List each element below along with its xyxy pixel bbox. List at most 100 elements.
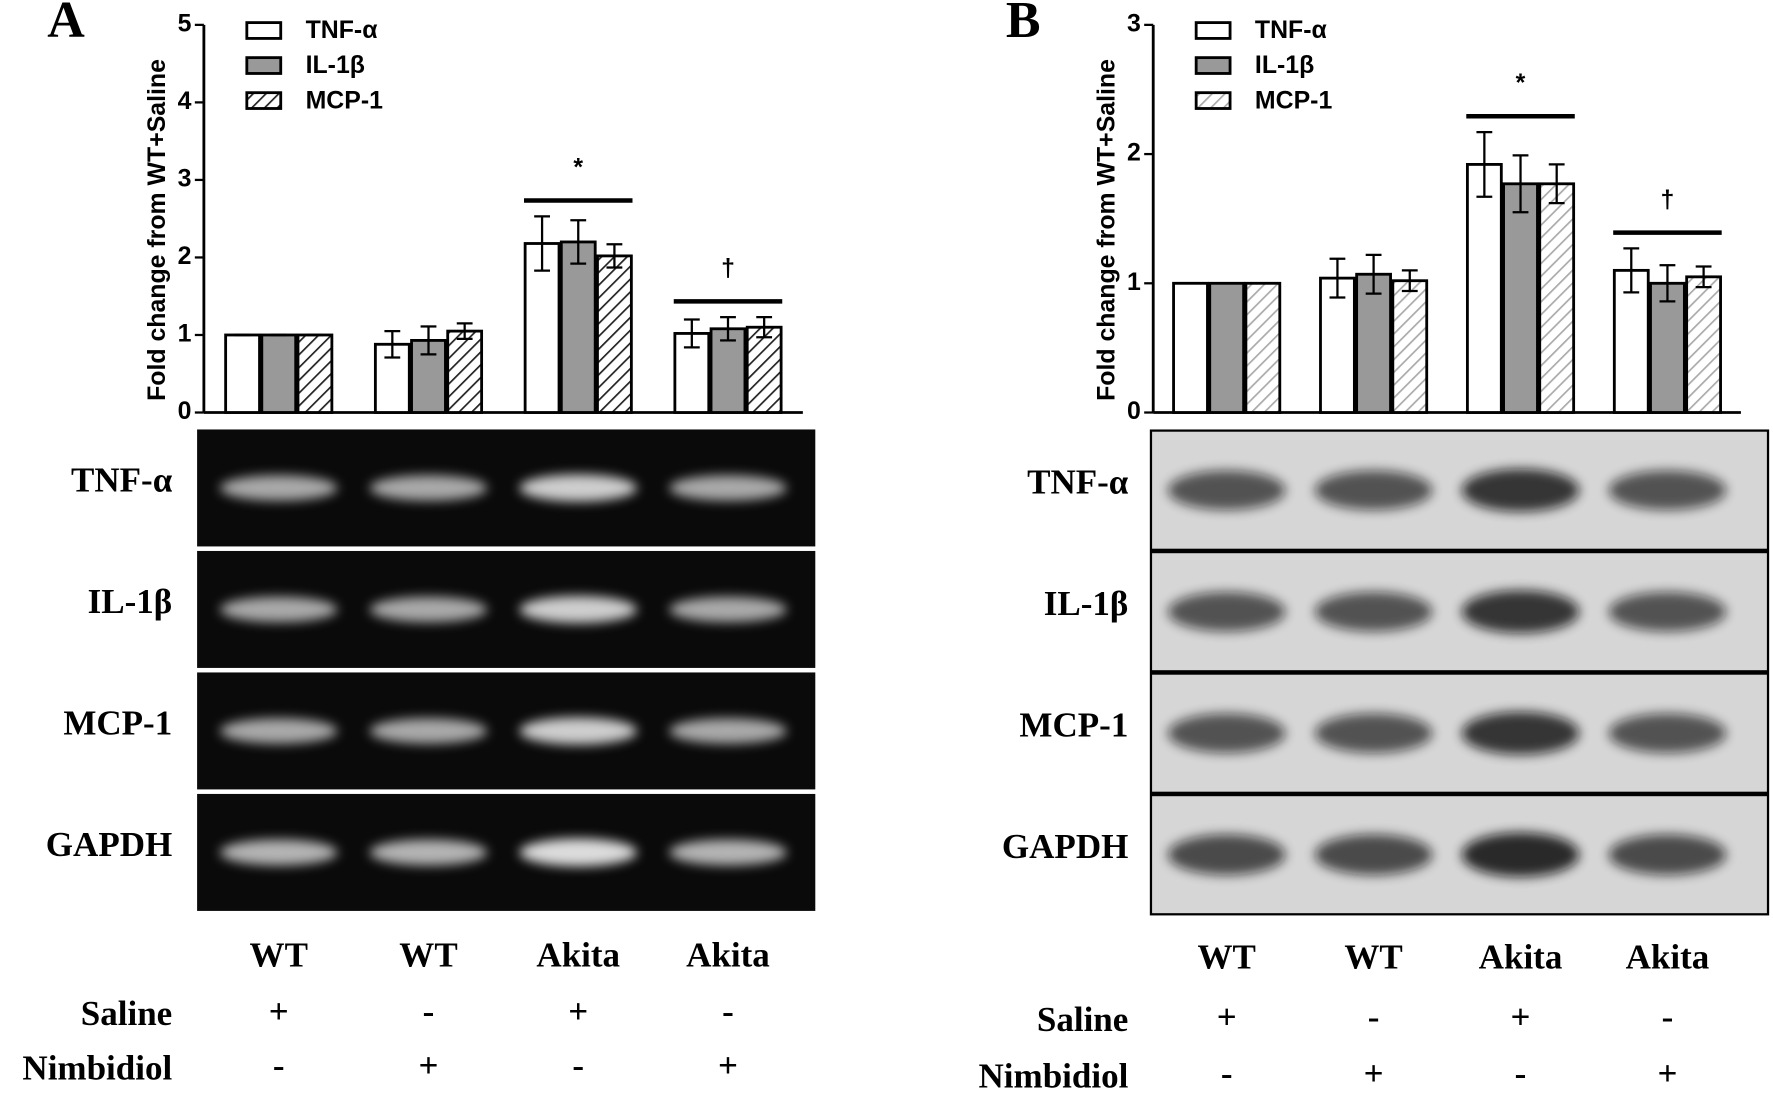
condition-value: + bbox=[1364, 1054, 1384, 1093]
significance-mark: * bbox=[573, 153, 583, 181]
blot-band bbox=[1608, 591, 1727, 632]
legend-label: MCP-1 bbox=[306, 86, 384, 114]
blot-band bbox=[669, 839, 787, 866]
error-bar bbox=[456, 322, 473, 340]
y-tick-label: 2 bbox=[1127, 139, 1141, 167]
condition-value: + bbox=[718, 1046, 738, 1085]
blot-band bbox=[1461, 832, 1580, 877]
bar bbox=[745, 325, 783, 414]
blot-band bbox=[669, 718, 787, 744]
blot-label: GAPDH bbox=[46, 825, 172, 864]
condition-value: + bbox=[419, 1046, 439, 1085]
bar bbox=[1538, 182, 1576, 414]
blot-label: MCP-1 bbox=[63, 703, 172, 742]
blot-band bbox=[519, 474, 638, 502]
bar bbox=[373, 342, 411, 414]
error-bar bbox=[1512, 154, 1529, 214]
error-bar bbox=[1365, 253, 1382, 295]
blot-band bbox=[1461, 590, 1580, 634]
blot-band bbox=[369, 475, 488, 501]
condition-value: + bbox=[1657, 1054, 1677, 1093]
y-axis-label: Fold change from WT+Saline bbox=[143, 59, 171, 401]
legend-label: MCP-1 bbox=[1255, 86, 1333, 114]
blot-label: TNF-α bbox=[1027, 463, 1129, 502]
legend-swatch bbox=[1194, 56, 1232, 75]
legend-swatch bbox=[1194, 91, 1232, 110]
bar bbox=[596, 254, 633, 414]
group-label: Akita bbox=[686, 935, 770, 974]
significance-mark: † bbox=[721, 254, 735, 282]
group-label: WT bbox=[250, 935, 308, 974]
blot-band bbox=[219, 475, 338, 501]
bar bbox=[1244, 281, 1282, 414]
bar bbox=[410, 338, 447, 414]
significance-mark: * bbox=[1516, 69, 1526, 97]
blot-band bbox=[369, 839, 488, 866]
blot-label: TNF-α bbox=[71, 460, 173, 499]
blot-band bbox=[1461, 468, 1580, 512]
blot-band bbox=[1314, 470, 1433, 510]
error-bar bbox=[1401, 269, 1418, 293]
blot-band bbox=[1167, 713, 1286, 753]
y-tick-label: 4 bbox=[178, 87, 192, 115]
bar bbox=[1172, 281, 1209, 414]
blot-band bbox=[1608, 470, 1727, 510]
error-bar bbox=[534, 215, 550, 272]
condition-value: + bbox=[269, 992, 289, 1031]
blot-band bbox=[1167, 470, 1286, 510]
condition-value: - bbox=[423, 992, 435, 1031]
blot-band bbox=[669, 475, 787, 501]
blot-band bbox=[1461, 711, 1580, 755]
legend-label: TNF-α bbox=[1255, 16, 1328, 44]
bar bbox=[224, 333, 261, 414]
group-label: Akita bbox=[536, 935, 620, 974]
condition-value: + bbox=[568, 992, 588, 1031]
error-bar bbox=[1476, 130, 1493, 198]
blot-label: GAPDH bbox=[1002, 827, 1128, 866]
bar bbox=[1391, 279, 1429, 414]
blot-label: IL-1β bbox=[1044, 584, 1129, 623]
condition-value: - bbox=[1515, 1054, 1527, 1093]
bar bbox=[1649, 281, 1686, 414]
legend-label: TNF-α bbox=[306, 16, 379, 44]
condition-value: - bbox=[722, 992, 734, 1031]
blot-label: MCP-1 bbox=[1019, 706, 1128, 745]
condition-name: Saline bbox=[1037, 1000, 1128, 1039]
condition-value: - bbox=[1221, 1054, 1233, 1093]
blot-label: IL-1β bbox=[88, 582, 173, 621]
legend-swatch bbox=[245, 91, 283, 110]
error-bar bbox=[1659, 264, 1676, 303]
blot-band bbox=[1314, 834, 1433, 875]
condition-value: - bbox=[572, 1046, 584, 1085]
bar bbox=[1208, 281, 1246, 414]
error-bar bbox=[384, 329, 401, 359]
error-bar bbox=[756, 316, 773, 339]
legend-label: IL-1β bbox=[1255, 51, 1314, 79]
significance-mark: † bbox=[1661, 186, 1675, 214]
legend-swatch bbox=[245, 21, 283, 40]
panel-letter: A bbox=[47, 0, 85, 49]
blot-band bbox=[369, 718, 488, 744]
error-bar bbox=[420, 325, 437, 356]
bar bbox=[1355, 272, 1392, 414]
condition-value: - bbox=[273, 1046, 285, 1085]
y-tick-label: 3 bbox=[1127, 9, 1141, 37]
y-tick-label: 5 bbox=[178, 9, 192, 37]
blot-band bbox=[519, 717, 638, 745]
group-label: WT bbox=[1344, 938, 1402, 977]
bar bbox=[296, 333, 334, 414]
error-bar bbox=[720, 316, 736, 342]
error-bar bbox=[683, 318, 700, 349]
condition-value: + bbox=[1511, 998, 1531, 1037]
condition-value: - bbox=[1368, 998, 1380, 1037]
bar bbox=[1685, 275, 1722, 414]
blot-band bbox=[669, 596, 787, 623]
blot-band bbox=[219, 718, 338, 744]
blot-band bbox=[1608, 834, 1727, 875]
error-bar bbox=[1695, 265, 1712, 289]
blot-band bbox=[1314, 713, 1433, 753]
condition-value: + bbox=[1217, 998, 1237, 1037]
bar bbox=[446, 329, 484, 414]
